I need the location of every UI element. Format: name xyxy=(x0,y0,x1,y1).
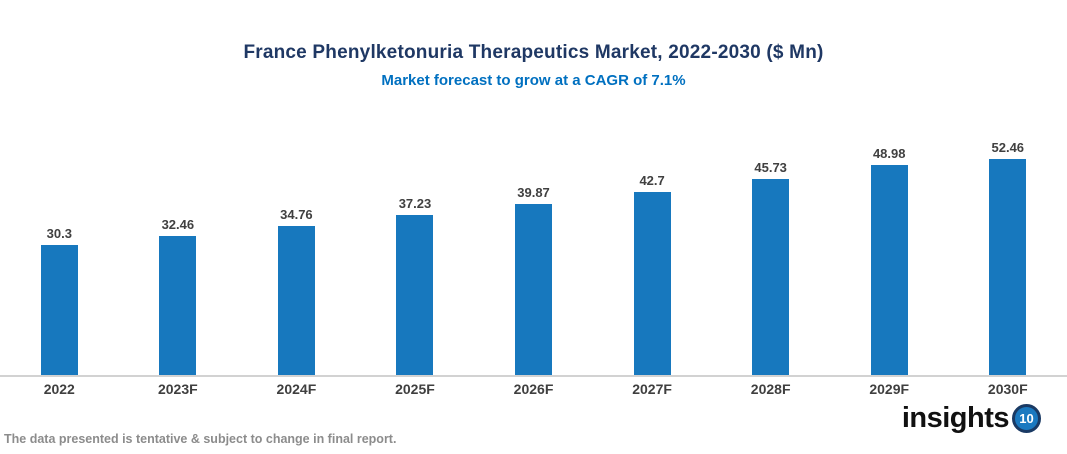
bar-value-label: 32.46 xyxy=(161,217,195,232)
logo-number-badge: 10 xyxy=(1012,404,1041,433)
bar-2024F xyxy=(277,226,315,375)
x-axis-label-2027F: 2027F xyxy=(632,381,672,397)
bar-value-label: 42.7 xyxy=(639,173,665,188)
logo-wordmark: insights xyxy=(901,402,1010,434)
x-axis-line xyxy=(0,375,1067,377)
bar-value-label: 52.46 xyxy=(991,140,1025,155)
x-axis-labels-row: 2022 2023F 2024F 2025F 2026F 2027F 2028F 2029F 2… xyxy=(0,381,1067,397)
disclaimer-text: The data presented is tentative & subjec… xyxy=(4,432,397,446)
chart-title: France Phenylketonuria Therapeutics Mark… xyxy=(243,42,824,63)
bar-2029F xyxy=(870,165,908,375)
bar-group-2023F: 32.46 xyxy=(119,140,238,375)
insights10-logo: insights 10 xyxy=(902,402,1041,435)
bar-group-2027F: 42.7 xyxy=(593,140,712,375)
bar-group-2025F: 37.23 xyxy=(356,140,475,375)
x-axis-label-2024F: 2024F xyxy=(276,381,317,397)
bar-value-label: 39.87 xyxy=(517,185,550,200)
bar-2028F xyxy=(752,179,790,375)
bar-2023F xyxy=(159,236,197,375)
bars-row: 30.3 32.46 34.76 37.23 39.87 42.7 45.73 48.98 52… xyxy=(0,140,1067,375)
bar-2030F xyxy=(989,159,1027,375)
x-axis-label-2026F: 2026F xyxy=(513,381,554,397)
bar-value-label: 34.76 xyxy=(280,207,313,222)
x-axis-label-2029F: 2029F xyxy=(869,381,910,397)
bar-group-2026F: 39.87 xyxy=(474,140,593,375)
bar-2025F xyxy=(396,215,434,375)
x-axis-label-2028F: 2028F xyxy=(750,381,791,397)
bar-group-2030F: 52.46 xyxy=(949,140,1067,375)
bar-value-label: 30.3 xyxy=(46,226,72,241)
x-axis-label-2030F: 2030F xyxy=(987,381,1028,397)
bar-value-label: 37.23 xyxy=(398,196,432,211)
bar-2022 xyxy=(40,245,78,375)
x-axis-label-2023F: 2023F xyxy=(157,381,198,397)
bar-2027F xyxy=(633,192,671,375)
bar-value-label: 45.73 xyxy=(754,160,787,175)
bar-group-2029F: 48.98 xyxy=(830,140,949,375)
chart-subtitle: Market forecast to grow at a CAGR of 7.1… xyxy=(381,72,686,89)
x-axis-label-2025F: 2025F xyxy=(395,381,435,397)
x-axis-label-2022: 2022 xyxy=(43,381,75,397)
bar-value-label: 48.98 xyxy=(872,146,906,161)
bar-2026F xyxy=(515,204,553,375)
bar-group-2028F: 45.73 xyxy=(711,140,830,375)
bar-group-2022: 30.3 xyxy=(0,140,119,375)
bar-group-2024F: 34.76 xyxy=(237,140,356,375)
